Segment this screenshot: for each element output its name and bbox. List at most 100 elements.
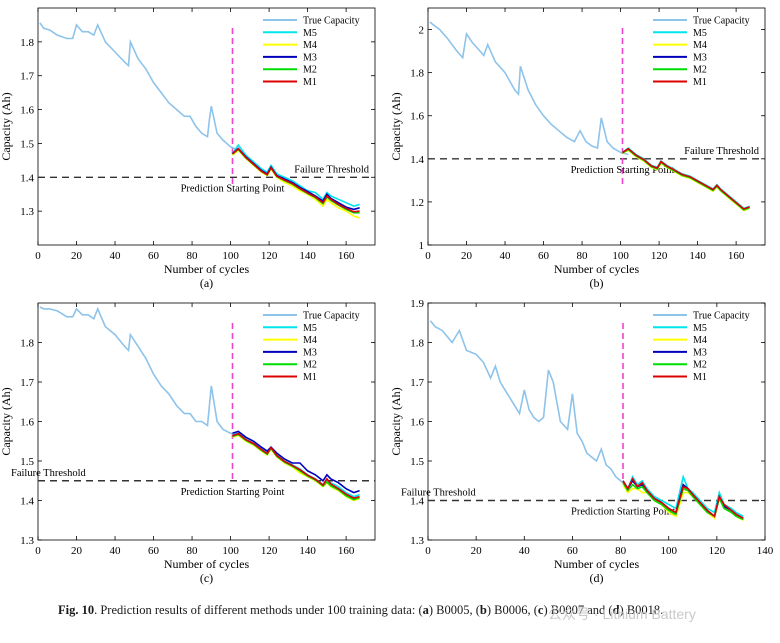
legend-label: M4: [303, 40, 317, 51]
legend-label: M1: [693, 372, 707, 383]
figure-caption: Fig. 10. Prediction results of different…: [58, 603, 763, 618]
prediction-start-label: Prediction Starting Point: [571, 507, 675, 518]
x-tick-label: 80: [577, 250, 589, 262]
prediction-start-label: Prediction Starting Point: [571, 165, 675, 176]
x-tick-label: 60: [148, 250, 160, 262]
x-tick-label: 140: [757, 545, 774, 557]
x-tick-label: 120: [709, 545, 726, 557]
true-capacity-line: [429, 320, 626, 486]
caption-text-c: ) B0006, (: [486, 603, 538, 617]
x-tick-label: 140: [299, 545, 316, 557]
axes-frame: [427, 7, 766, 246]
x-tick-label: 140: [299, 250, 316, 262]
y-tick-label: 1.8: [20, 338, 34, 350]
x-tick-label: 140: [689, 250, 706, 262]
prediction-line-m1: [232, 432, 360, 499]
x-tick-label: 0: [425, 250, 431, 262]
y-tick-label: 1.6: [20, 105, 34, 117]
legend-label: M2: [693, 65, 707, 76]
caption-d: d: [612, 603, 620, 617]
caption-text-d: ) B0007 and (: [543, 603, 613, 617]
failure-threshold-label: Failure Threshold: [401, 488, 477, 499]
x-tick-label: 20: [471, 545, 483, 557]
legend-label: True Capacity: [303, 16, 360, 27]
y-tick-label: 1.8: [20, 37, 34, 49]
x-tick-label: 80: [187, 545, 199, 557]
x-axis-label: Number of cycles: [554, 557, 640, 571]
x-tick-label: 160: [338, 545, 355, 557]
x-tick-label: 160: [338, 250, 355, 262]
y-tick-label: 1.5: [410, 456, 424, 468]
true-capacity-line: [39, 306, 239, 435]
legend-label: M5: [693, 28, 707, 39]
x-tick-label: 40: [519, 545, 531, 557]
watermark: 公众号 · Lithium Battery: [548, 606, 696, 622]
legend-label: M3: [693, 52, 707, 63]
caption-c: c: [537, 603, 544, 617]
legend-label: M4: [303, 335, 317, 346]
chart-panel-a: 0 20 40 60 80 100 120 140 160 1.3 1.4 1.5 1.6 1.7 1.8 N…: [0, 7, 376, 290]
x-axis-label: Number of cycles: [164, 557, 250, 571]
true-capacity-line: [39, 22, 239, 151]
y-tick-label: 1.8: [410, 338, 424, 350]
failure-threshold-label: Failure Threshold: [11, 468, 87, 479]
x-tick-label: 120: [261, 545, 278, 557]
prediction-start-label: Prediction Starting Point: [181, 183, 285, 194]
y-tick-label: 1.7: [20, 377, 34, 389]
y-tick-label: 2: [419, 25, 425, 37]
y-axis-label: Capacity (Ah): [0, 387, 13, 455]
legend-label: M4: [693, 40, 707, 51]
prediction-line-m1: [622, 477, 744, 519]
legend-label: M1: [693, 77, 707, 88]
legend-label: M2: [303, 360, 317, 371]
x-tick-label: 40: [500, 250, 512, 262]
legend-label: M3: [303, 347, 317, 358]
x-tick-label: 120: [261, 250, 278, 262]
legend-label: M4: [693, 335, 707, 346]
x-tick-label: 100: [612, 250, 629, 262]
y-tick-label: 1.3: [410, 535, 424, 547]
legend-label: True Capacity: [693, 16, 750, 27]
legend-label: M2: [303, 65, 317, 76]
x-tick-label: 100: [222, 250, 239, 262]
legend-label: M1: [303, 372, 317, 383]
x-tick-label: 60: [567, 545, 579, 557]
prediction-start-label: Prediction Starting Point: [181, 487, 285, 498]
legend-label: True Capacity: [303, 311, 360, 322]
y-tick-label: 1.6: [20, 417, 34, 429]
y-tick-label: 1.5: [20, 138, 34, 150]
prediction-line-m1: [231, 147, 360, 213]
caption-text-b: ) B0005, (: [428, 603, 480, 617]
x-tick-label: 0: [35, 250, 41, 262]
x-tick-label: 0: [35, 545, 41, 557]
y-tick-label: 1.2: [410, 197, 424, 209]
panel-label: (b): [590, 276, 604, 290]
x-tick-label: 80: [615, 545, 627, 557]
caption-text-a: . Prediction results of different method…: [94, 603, 423, 617]
legend-label: M5: [303, 28, 317, 39]
x-tick-label: 160: [728, 250, 745, 262]
caption-b: b: [479, 603, 487, 617]
y-tick-label: 1.6: [410, 111, 424, 123]
x-tick-label: 60: [148, 545, 160, 557]
x-tick-label: 20: [71, 250, 83, 262]
caption-lead: Fig. 10: [58, 603, 95, 617]
chart-panel-d: 0 20 40 60 80 100 120 140 1.3 1.4 1.5 1.6 1.7 1.8 1.9 N…: [389, 298, 774, 585]
failure-threshold-label: Failure Threshold: [684, 146, 760, 157]
panel-label: (d): [590, 571, 604, 585]
axes-frame: [37, 302, 376, 541]
legend-label: M5: [303, 323, 317, 334]
y-tick-label: 1.6: [410, 417, 424, 429]
y-tick-label: 1.4: [20, 172, 34, 184]
x-tick-label: 40: [110, 545, 122, 557]
y-axis-label: Capacity (Ah): [389, 387, 403, 455]
legend-label: True Capacity: [693, 311, 750, 322]
x-tick-label: 100: [222, 545, 239, 557]
legend-label: M3: [693, 347, 707, 358]
x-tick-label: 0: [425, 545, 431, 557]
x-tick-label: 20: [461, 250, 473, 262]
panel-label: (c): [200, 571, 213, 585]
legend-label: M3: [303, 52, 317, 63]
x-axis-label: Number of cycles: [554, 262, 640, 276]
y-tick-label: 1: [419, 240, 425, 252]
